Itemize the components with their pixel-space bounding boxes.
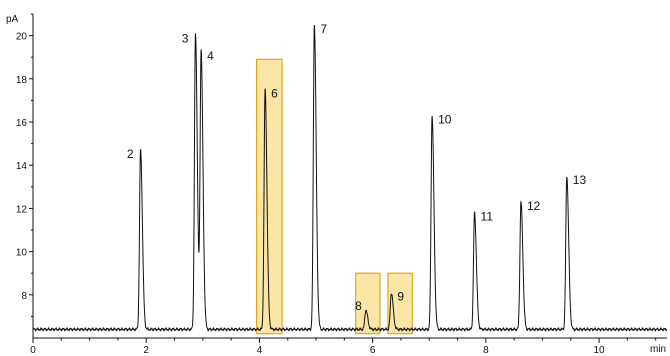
highlight-regions (255, 58, 413, 335)
peak-label-10: 10 (438, 113, 452, 127)
y-tick-label-8: 8 (21, 291, 27, 302)
peak-label-11: 11 (481, 210, 494, 224)
trace-layer (32, 24, 668, 332)
peak-label-12: 12 (527, 199, 541, 213)
x-tick-label-6: 6 (370, 345, 376, 356)
peak-label-7: 7 (320, 22, 327, 36)
peak-label-2: 2 (127, 147, 134, 161)
y-tick-label-10: 10 (16, 248, 28, 259)
y-axis-unit: pA (6, 14, 19, 25)
highlight-region-2 (355, 272, 381, 335)
chromatogram-trace (32, 24, 668, 332)
x-tick-label-8: 8 (483, 345, 489, 356)
highlight-region-1 (255, 58, 283, 335)
x-tick-label-0: 0 (30, 345, 36, 356)
x-axis-unit: min (650, 344, 666, 355)
peak-labels: 2 3 4 6 7 8 9 10 11 12 13 (127, 22, 587, 313)
y-tick-label-18: 18 (16, 75, 28, 86)
x-tick-label-2: 2 (143, 345, 149, 356)
y-tick-label-16: 16 (16, 118, 28, 129)
peak-label-3: 3 (182, 32, 189, 46)
y-tick-label-14: 14 (16, 161, 28, 172)
x-tick-label-4: 4 (257, 345, 263, 356)
peak-label-8: 8 (355, 299, 362, 313)
peak-label-4: 4 (207, 49, 214, 63)
chart-axes: 8 10 12 14 16 18 20 0 2 4 6 8 10 (16, 13, 667, 356)
x-tick-label-10: 10 (594, 345, 606, 356)
y-tick-label-12: 12 (16, 204, 28, 215)
peak-label-9: 9 (397, 290, 404, 304)
highlight-region-3 (387, 272, 413, 335)
peak-label-6: 6 (271, 87, 278, 101)
y-tick-label-20: 20 (16, 32, 28, 43)
peak-label-13: 13 (573, 173, 587, 187)
